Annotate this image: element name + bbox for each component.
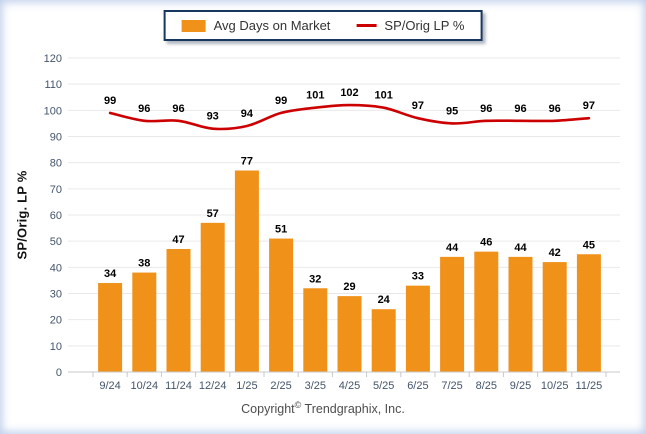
x-tick-label: 3/25 bbox=[305, 380, 326, 392]
bar-value-label: 32 bbox=[309, 273, 321, 285]
legend-item-bar: Avg Days on Market bbox=[181, 18, 331, 33]
bar-11/25 bbox=[576, 254, 601, 372]
bar-value-label: 46 bbox=[480, 237, 492, 249]
x-tick-label: 9/24 bbox=[99, 380, 120, 392]
bar-value-label: 57 bbox=[207, 208, 219, 220]
bar-series-swatch bbox=[181, 19, 206, 32]
copyright-text: Copyright© Trendgraphix, Inc. bbox=[241, 400, 405, 417]
sp-orig-lp-line bbox=[108, 103, 591, 131]
y-tick-label: 70 bbox=[50, 184, 62, 196]
line-value-label: 96 bbox=[514, 103, 526, 115]
bar-9/24 bbox=[98, 283, 123, 372]
y-tick-label: 0 bbox=[56, 367, 62, 379]
bar-value-label: 45 bbox=[583, 239, 595, 251]
line-value-label: 96 bbox=[480, 103, 492, 115]
x-tick-label: 8/25 bbox=[476, 380, 497, 392]
line-value-label: 96 bbox=[549, 103, 561, 115]
bar-5/25 bbox=[371, 309, 396, 372]
line-value-label: 96 bbox=[138, 103, 150, 115]
line-value-label: 101 bbox=[306, 90, 324, 102]
y-tick-label: 10 bbox=[50, 341, 62, 353]
bar-3/25 bbox=[303, 288, 328, 372]
line-value-label: 102 bbox=[340, 87, 358, 99]
line-value-label: 99 bbox=[275, 95, 287, 107]
y-tick-label: 120 bbox=[44, 53, 62, 65]
x-tick-label: 2/25 bbox=[270, 380, 291, 392]
line-value-label: 96 bbox=[172, 103, 184, 115]
y-tick-label: 30 bbox=[50, 289, 62, 301]
legend-label-bar: Avg Days on Market bbox=[213, 18, 331, 33]
x-tick-label: 12/24 bbox=[199, 380, 227, 392]
line-value-label: 95 bbox=[446, 105, 458, 117]
bar-value-label: 77 bbox=[241, 156, 253, 168]
y-tick-label: 90 bbox=[50, 132, 62, 144]
y-tick-label: 100 bbox=[44, 105, 62, 117]
bar-10/24 bbox=[132, 272, 157, 372]
bar-value-label: 34 bbox=[104, 268, 117, 280]
bar-12/24 bbox=[200, 222, 225, 372]
x-tick-label: 5/25 bbox=[373, 380, 394, 392]
bar-7/25 bbox=[440, 256, 465, 372]
x-tick-label: 10/24 bbox=[131, 380, 159, 392]
x-tick-label: 6/25 bbox=[407, 380, 428, 392]
line-series-swatch bbox=[356, 24, 377, 27]
bar-value-label: 33 bbox=[412, 271, 424, 283]
bar-6/25 bbox=[405, 285, 430, 372]
bar-value-label: 42 bbox=[549, 247, 561, 259]
x-tick-label: 11/25 bbox=[576, 380, 603, 392]
y-tick-label: 60 bbox=[50, 210, 62, 222]
bar-2/25 bbox=[269, 238, 294, 372]
bar-value-label: 47 bbox=[172, 234, 184, 246]
x-tick-label: 4/25 bbox=[339, 380, 360, 392]
x-tick-label: 10/25 bbox=[541, 380, 569, 392]
line-value-label: 94 bbox=[241, 108, 254, 120]
line-value-label: 99 bbox=[104, 95, 116, 107]
x-tick-label: 11/24 bbox=[165, 380, 192, 392]
bar-value-label: 51 bbox=[275, 224, 287, 236]
bar-10/25 bbox=[542, 262, 567, 372]
y-tick-label: 110 bbox=[44, 79, 62, 91]
legend-label-line: SP/Orig LP % bbox=[384, 18, 465, 33]
y-tick-label: 80 bbox=[50, 158, 62, 170]
y-tick-label: 40 bbox=[50, 262, 62, 274]
bar-4/25 bbox=[337, 296, 362, 372]
y-tick-label: 50 bbox=[50, 236, 62, 248]
line-value-label: 97 bbox=[583, 100, 595, 112]
line-value-label: 97 bbox=[412, 100, 424, 112]
bar-value-label: 44 bbox=[446, 242, 459, 254]
bar-9/25 bbox=[508, 256, 533, 372]
copyright-symbol: © bbox=[294, 400, 302, 410]
y-tick-label: 20 bbox=[50, 315, 62, 327]
legend-item-line: SP/Orig LP % bbox=[356, 18, 464, 33]
bar-8/25 bbox=[474, 251, 499, 372]
x-tick-label: 9/25 bbox=[510, 380, 531, 392]
legend: Avg Days on Market SP/Orig LP % bbox=[163, 10, 483, 41]
bar-value-label: 44 bbox=[514, 242, 527, 254]
x-tick-label: 7/25 bbox=[441, 380, 462, 392]
bar-value-label: 24 bbox=[378, 294, 391, 306]
bar-value-label: 38 bbox=[138, 258, 150, 270]
bar-value-label: 29 bbox=[343, 281, 355, 293]
bar-1/25 bbox=[234, 170, 259, 372]
line-value-label: 101 bbox=[375, 90, 393, 102]
x-tick-label: 1/25 bbox=[236, 380, 257, 392]
line-value-label: 93 bbox=[207, 111, 219, 123]
bar-11/24 bbox=[166, 249, 191, 372]
